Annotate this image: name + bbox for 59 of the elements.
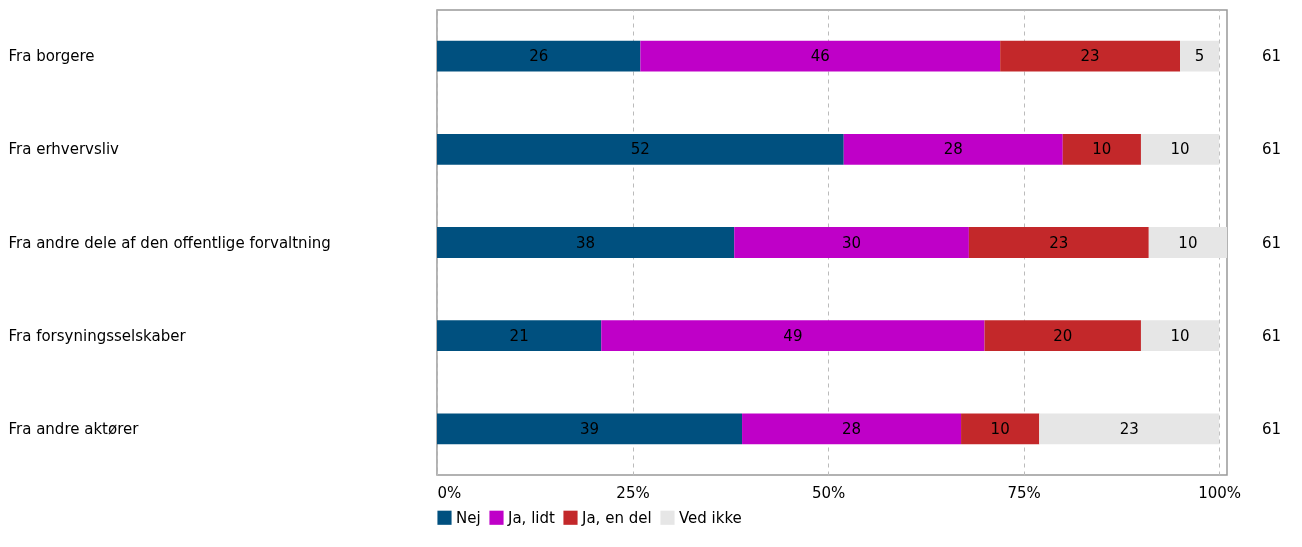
bar (1000, 40, 1181, 72)
legend-label: Nej (456, 508, 481, 527)
data-label: 38 (576, 233, 596, 252)
bar (968, 227, 1149, 258)
text: 61 (1262, 326, 1282, 345)
text: 61 (1262, 419, 1282, 438)
bar (640, 40, 1001, 72)
bar (437, 320, 602, 352)
data-label: 10 (990, 419, 1010, 438)
data-label: 23 (1119, 419, 1139, 438)
data-label: 52 (630, 140, 650, 159)
bar (1180, 40, 1220, 72)
legend-label: Ja, lidt (507, 508, 556, 527)
data-label: 46 (810, 47, 830, 66)
y-tick-label: Fra andre aktører (8, 419, 140, 438)
data-label: 23 (1080, 47, 1100, 66)
data-label: 10 (1170, 140, 1190, 159)
y-tick-label: Fra erhvervsliv (8, 140, 120, 159)
bar (1140, 133, 1220, 165)
x-tick-label: 50% (811, 483, 846, 502)
data-label: 49 (783, 326, 803, 345)
data-label: 21 (509, 326, 529, 345)
x-tick-label: 100% (1198, 483, 1242, 502)
bar (843, 133, 1063, 165)
bar (1039, 413, 1220, 445)
data-label: 26 (529, 47, 549, 66)
text: 61 (1262, 140, 1282, 159)
bar (1148, 227, 1227, 258)
text: 61 (1262, 233, 1282, 252)
data-label: 39 (579, 419, 600, 438)
data-label: 10 (1092, 140, 1112, 159)
legend-label: Ved ikke (679, 508, 742, 527)
bar (1140, 320, 1220, 352)
data-label: 28 (943, 140, 963, 159)
data-label: 30 (842, 233, 862, 252)
bar (742, 413, 962, 445)
bar (961, 413, 1040, 445)
data-label: 20 (1053, 326, 1073, 345)
x-tick-label: 75% (1007, 483, 1041, 502)
bar (437, 133, 844, 165)
text: 61 (1262, 47, 1282, 66)
data-label: 5 (1194, 47, 1205, 66)
bar (601, 320, 985, 352)
bar (984, 320, 1141, 352)
y-tick-label: Fra forsyningsselskaber (8, 326, 187, 345)
y-tick-label: Fra andre dele af den offentlige forvaltning (8, 233, 331, 252)
bar (437, 413, 743, 445)
y-tick-label: Fra borgere (8, 47, 95, 66)
legend-label: Ja, en del (581, 508, 652, 527)
bar (437, 40, 641, 72)
bar (437, 227, 735, 258)
data-label: 23 (1049, 233, 1069, 252)
data-label: 28 (842, 419, 862, 438)
x-tick-label: 25% (616, 483, 650, 502)
x-tick-label: 0% (437, 483, 462, 502)
bar (1062, 133, 1141, 165)
bar (734, 227, 969, 258)
data-label: 10 (1178, 233, 1198, 252)
data-label: 10 (1170, 326, 1190, 345)
